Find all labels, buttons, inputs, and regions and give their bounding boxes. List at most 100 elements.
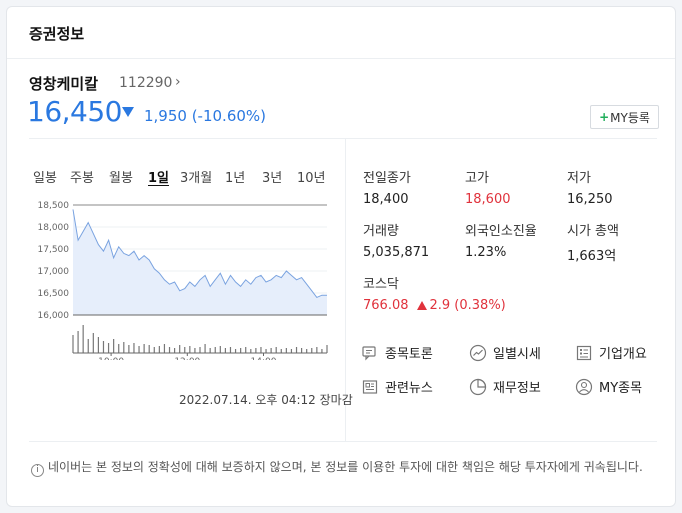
disclaimer-text: 네이버는 본 정보의 정확성에 대해 보증하지 않으며, 본 정보를 이용한 투…: [48, 460, 643, 474]
volume-bar: [326, 345, 328, 353]
stat-value: 1,663억: [567, 249, 617, 264]
link-label: 일별시세: [493, 347, 541, 362]
price-area: [73, 209, 327, 315]
volume-bar: [209, 348, 211, 353]
volume-bar: [123, 342, 125, 353]
volume-bar: [174, 348, 176, 353]
volume-bar: [245, 347, 247, 353]
volume-bar: [219, 346, 221, 353]
tab-1day[interactable]: 1일: [148, 171, 170, 186]
volume-bar: [102, 341, 105, 353]
volume-bar: [204, 344, 206, 353]
volume-bar: [234, 349, 237, 353]
add-my-stock-button[interactable]: + MY등록: [590, 105, 659, 129]
volume-bar: [153, 347, 155, 353]
pie-chart-icon: [469, 378, 487, 395]
link-forum[interactable]: 종목토론: [361, 343, 433, 362]
x-tick-label: 12:00: [174, 357, 200, 360]
stat-prev-close: 전일종가 18,400: [363, 167, 463, 207]
tab-monthly-candle[interactable]: 월봉: [109, 171, 133, 186]
newspaper-icon: [362, 379, 378, 394]
stat-label: 고가: [465, 171, 489, 186]
link-financial-info[interactable]: 재무정보: [469, 377, 541, 396]
link-label: 종목토론: [385, 347, 433, 362]
volume-bar: [87, 339, 89, 353]
volume-bar: [295, 347, 298, 353]
stat-value: 16,250: [567, 192, 613, 207]
volume-bar: [189, 346, 191, 353]
divider-bottom: [29, 441, 657, 442]
up-arrow-icon: [416, 301, 427, 310]
stock-name-link[interactable]: 영창케미칼: [29, 75, 99, 93]
stat-low: 저가 16,250: [567, 167, 667, 207]
stat-value: 18,600: [465, 192, 511, 207]
volume-bar: [214, 347, 216, 353]
volume-bar: [229, 347, 232, 353]
volume-bar: [92, 333, 94, 353]
price-chart[interactable]: 18,500 18,000 17,500 17,000 16,500 16,000 10:0…: [29, 195, 329, 360]
chevron-right-icon[interactable]: ›: [175, 74, 181, 90]
volume-bar: [301, 348, 303, 353]
stat-high: 고가 18,600: [465, 167, 565, 207]
volume-bar: [138, 346, 140, 353]
volume-bar: [275, 347, 277, 353]
stock-code-link[interactable]: 112290: [119, 75, 173, 91]
volume-bar: [224, 348, 226, 353]
user-icon: [575, 378, 593, 395]
y-tick-label: 18,500: [38, 201, 70, 211]
volume-bar: [240, 348, 242, 353]
stat-label: 저가: [567, 171, 591, 186]
add-my-stock-label: MY등록: [610, 110, 650, 125]
link-daily-price[interactable]: 일별시세: [469, 343, 541, 362]
info-icon: i: [31, 464, 44, 477]
volume-bar: [133, 343, 135, 353]
stat-label: 전일종가: [363, 171, 411, 186]
volume-bar: [107, 343, 110, 353]
divider: [29, 138, 657, 139]
stat-kosdaq: 코스닥 766.08 2.9 (0.38%): [363, 273, 563, 313]
volume-bar: [118, 344, 120, 353]
y-tick-label: 17,500: [38, 245, 70, 255]
tab-3month[interactable]: 3개월: [180, 171, 213, 186]
stat-value: 766.08 2.9 (0.38%): [363, 298, 506, 313]
plus-icon: +: [599, 110, 610, 124]
volume-bar: [97, 337, 99, 353]
volume-bar: [82, 325, 84, 353]
tab-1year[interactable]: 1년: [225, 171, 246, 186]
volume-bar: [250, 349, 252, 353]
volume-bar: [194, 348, 196, 353]
stat-value: 18,400: [363, 192, 409, 207]
stat-value: 5,035,871: [363, 245, 430, 260]
tab-daily-candle[interactable]: 일봉: [33, 171, 57, 186]
volume-bar: [311, 348, 313, 353]
volume-bar: [77, 331, 79, 353]
x-tick-label: 14:00: [251, 357, 277, 360]
link-label: 재무정보: [493, 381, 541, 396]
stat-label: 거래량: [363, 224, 399, 239]
tab-10year[interactable]: 10년: [297, 171, 326, 186]
y-tick-label: 18,000: [38, 223, 70, 233]
volume-bar: [290, 349, 293, 353]
disclaimer: i 네이버는 본 정보의 정확성에 대해 보증하지 않으며, 본 정보를 이용한 …: [31, 459, 657, 477]
stat-market-cap: 시가 총액 1,663억: [567, 220, 667, 264]
trend-chart-icon: [469, 344, 487, 361]
link-related-news[interactable]: 관련뉴스: [361, 377, 433, 396]
speech-bubble-icon: [362, 345, 376, 360]
link-label: MY종목: [599, 381, 643, 396]
volume-bar: [163, 344, 166, 353]
timestamp: 2022.07.14. 오후 04:12 장마감: [179, 393, 353, 407]
down-arrow-icon: [122, 107, 134, 117]
stat-label: 코스닥: [363, 277, 399, 292]
link-my-stocks[interactable]: MY종목: [575, 377, 642, 396]
x-tick-label: 10:00: [98, 357, 124, 360]
link-company-overview[interactable]: 기업개요: [575, 343, 647, 362]
stat-foreign: 외국인소진율 1.23%: [465, 220, 565, 260]
volume-bar: [270, 348, 272, 353]
card-title: 증권정보: [29, 25, 85, 43]
volume-bar: [285, 348, 287, 353]
tab-3year[interactable]: 3년: [262, 171, 283, 186]
tab-weekly-candle[interactable]: 주봉: [70, 171, 94, 186]
volume-bar: [199, 347, 201, 353]
stat-label: 외국인소진율: [465, 224, 537, 239]
volume-bar: [113, 339, 115, 353]
